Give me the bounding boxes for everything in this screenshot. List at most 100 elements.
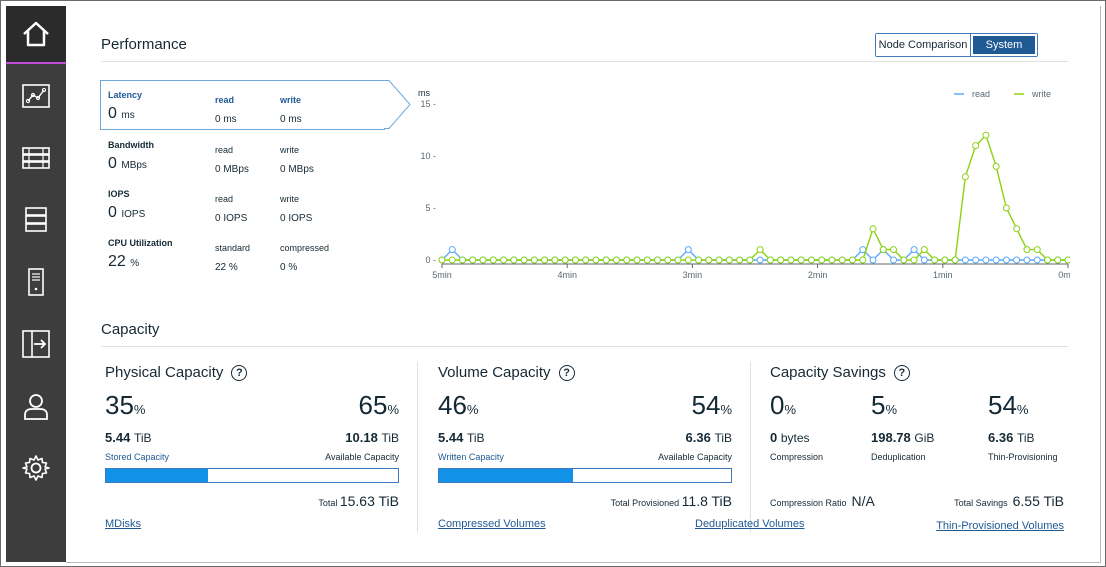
- iops-value: 0 IOPS: [108, 204, 146, 221]
- y-tick-label: 0 -: [425, 255, 436, 265]
- volume-available-label: Available Capacity: [658, 452, 732, 462]
- performance-title: Performance: [101, 36, 187, 53]
- monitoring-icon: [22, 84, 50, 108]
- data-point-write: [1054, 256, 1062, 264]
- data-point-write: [479, 256, 487, 264]
- bandwidth-read-value: 0 MBps: [215, 164, 249, 175]
- cpu-label: CPU Utilization: [108, 238, 173, 248]
- sidebar-item-settings[interactable]: [6, 440, 66, 496]
- data-point-write: [859, 256, 867, 264]
- data-point-write: [602, 256, 610, 264]
- sidebar-item-pools[interactable]: [6, 130, 66, 186]
- bandwidth-label: Bandwidth: [108, 140, 154, 150]
- deduplication-percent: 5%: [871, 390, 898, 420]
- data-point-write: [643, 256, 651, 264]
- sidebar-item-volumes[interactable]: [6, 192, 66, 248]
- data-point-write: [541, 256, 549, 264]
- sidebar-item-copy-services[interactable]: [6, 316, 66, 372]
- iops-write-label: write: [280, 194, 300, 204]
- data-point-write: [807, 256, 815, 264]
- total-savings: Total Savings 6.55 TiB: [954, 493, 1064, 509]
- iops-label: IOPS: [108, 189, 130, 199]
- data-point-write: [448, 256, 456, 264]
- data-point-write: [972, 142, 980, 150]
- data-point-write: [510, 256, 518, 264]
- sidebar-item-dashboard[interactable]: [6, 6, 66, 64]
- y-tick-label: 5 -: [425, 203, 436, 213]
- bandwidth-write-value: 0 MBps: [280, 164, 314, 175]
- physical-total: Total 15.63 TiB: [318, 493, 399, 509]
- data-point-write: [910, 256, 918, 264]
- hosts-icon: [28, 268, 44, 296]
- physical-help-icon[interactable]: ?: [231, 365, 248, 381]
- available-value: 10.18 TiB: [345, 430, 399, 445]
- legend-label-read: read: [972, 89, 990, 99]
- data-point-read: [756, 256, 764, 264]
- capacity-divider: [101, 346, 1068, 347]
- view-toggle: Node Comparison System: [875, 33, 1038, 57]
- latency-write-label: write: [280, 95, 302, 105]
- cpu-standard-value: 22 %: [215, 262, 238, 273]
- data-point-read: [1033, 256, 1041, 264]
- data-point-write: [818, 256, 826, 264]
- metric-latency[interactable]: [100, 80, 385, 130]
- data-point-write: [797, 256, 805, 264]
- written-percent: 46%: [438, 390, 479, 420]
- x-tick-label: 2min: [808, 270, 828, 280]
- latency-label: Latency: [108, 90, 143, 100]
- data-point-write: [869, 225, 877, 233]
- y-tick-label: 15 -: [420, 99, 436, 109]
- available-percent: 65%: [358, 390, 399, 420]
- compressed-volumes-link[interactable]: Compressed Volumes: [438, 518, 546, 530]
- system-button[interactable]: System: [970, 34, 1037, 56]
- volumes-icon: [25, 207, 47, 232]
- capacity-savings-title: Capacity Savings?: [770, 364, 910, 381]
- data-point-write: [684, 256, 692, 264]
- iops-read-label: read: [215, 194, 234, 204]
- data-point-write: [1023, 246, 1031, 254]
- data-point-write: [438, 256, 446, 264]
- data-point-write: [890, 246, 898, 254]
- data-point-read: [982, 256, 990, 264]
- deduplication-label: Deduplication: [871, 452, 926, 462]
- data-point-write: [982, 131, 990, 139]
- thin-provisioning-value: 6.36 TiB: [988, 430, 1035, 445]
- data-point-write: [633, 256, 641, 264]
- data-point-write: [1013, 225, 1021, 233]
- latency-write-value: 0 ms: [280, 114, 302, 125]
- data-point-write: [1033, 246, 1041, 254]
- data-point-write: [941, 256, 949, 264]
- data-point-write: [900, 256, 908, 264]
- cpu-value: 22 %: [108, 253, 140, 270]
- data-point-write: [931, 256, 939, 264]
- deduplicated-volumes-link[interactable]: Deduplicated Volumes: [695, 518, 805, 530]
- data-point-read: [869, 256, 877, 264]
- data-point-write: [992, 162, 1000, 170]
- sidebar-item-access[interactable]: [6, 378, 66, 434]
- volume-capacity-fill: [439, 469, 574, 482]
- x-tick-label: 4min: [557, 270, 577, 280]
- sidebar-item-monitoring[interactable]: [6, 68, 66, 124]
- savings-help-icon[interactable]: ?: [893, 365, 910, 381]
- volume-help-icon[interactable]: ?: [558, 365, 575, 381]
- compression-ratio: Compression Ratio N/A: [770, 493, 875, 509]
- data-point-write: [920, 246, 928, 254]
- thin-provisioning-label: Thin-Provisioning: [988, 452, 1058, 462]
- volume-available-percent: 54%: [691, 390, 732, 420]
- data-point-read: [448, 246, 456, 254]
- selected-arrow: [384, 80, 411, 129]
- sidebar-item-hosts[interactable]: [6, 254, 66, 310]
- data-point-write: [756, 246, 764, 254]
- data-point-read: [1013, 256, 1021, 264]
- capacity-title: Capacity: [101, 321, 160, 338]
- thin-provisioned-volumes-link[interactable]: Thin-Provisioned Volumes: [936, 520, 1064, 532]
- data-point-read: [890, 256, 898, 264]
- physical-capacity-fill: [106, 469, 209, 482]
- node-comparison-button[interactable]: Node Comparison: [876, 34, 970, 56]
- mdisks-link[interactable]: MDisks: [105, 518, 142, 530]
- data-point-write: [561, 256, 569, 264]
- data-point-write: [500, 256, 508, 264]
- performance-divider: [101, 61, 1068, 62]
- stored-percent: 35%: [105, 390, 146, 420]
